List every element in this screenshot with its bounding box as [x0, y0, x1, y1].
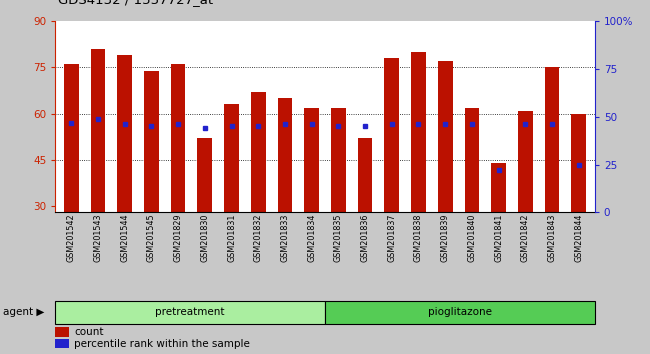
Bar — [331, 108, 346, 212]
Text: agent ▶: agent ▶ — [3, 307, 45, 318]
Bar — [144, 70, 159, 212]
Text: pretreatment: pretreatment — [155, 307, 225, 318]
Bar — [325, 301, 595, 324]
Text: GDS4132 / 1557727_at: GDS4132 / 1557727_at — [58, 0, 213, 6]
Bar — [224, 104, 239, 212]
Bar — [171, 64, 185, 212]
Bar — [518, 111, 532, 212]
Bar — [55, 339, 69, 348]
Bar — [90, 49, 105, 212]
Bar — [55, 327, 69, 337]
Bar — [438, 61, 452, 212]
Bar — [304, 108, 319, 212]
Bar — [545, 68, 560, 212]
Bar — [64, 64, 79, 212]
Bar — [118, 55, 132, 212]
Bar — [411, 52, 426, 212]
Text: count: count — [74, 327, 103, 337]
Bar — [278, 98, 292, 212]
Bar — [491, 163, 506, 212]
Bar — [571, 114, 586, 212]
Bar — [198, 138, 212, 212]
Bar — [358, 138, 372, 212]
Bar — [465, 108, 479, 212]
Text: percentile rank within the sample: percentile rank within the sample — [74, 339, 250, 349]
Text: pioglitazone: pioglitazone — [428, 307, 492, 318]
Bar — [251, 92, 266, 212]
Bar — [55, 301, 325, 324]
Bar — [384, 58, 399, 212]
